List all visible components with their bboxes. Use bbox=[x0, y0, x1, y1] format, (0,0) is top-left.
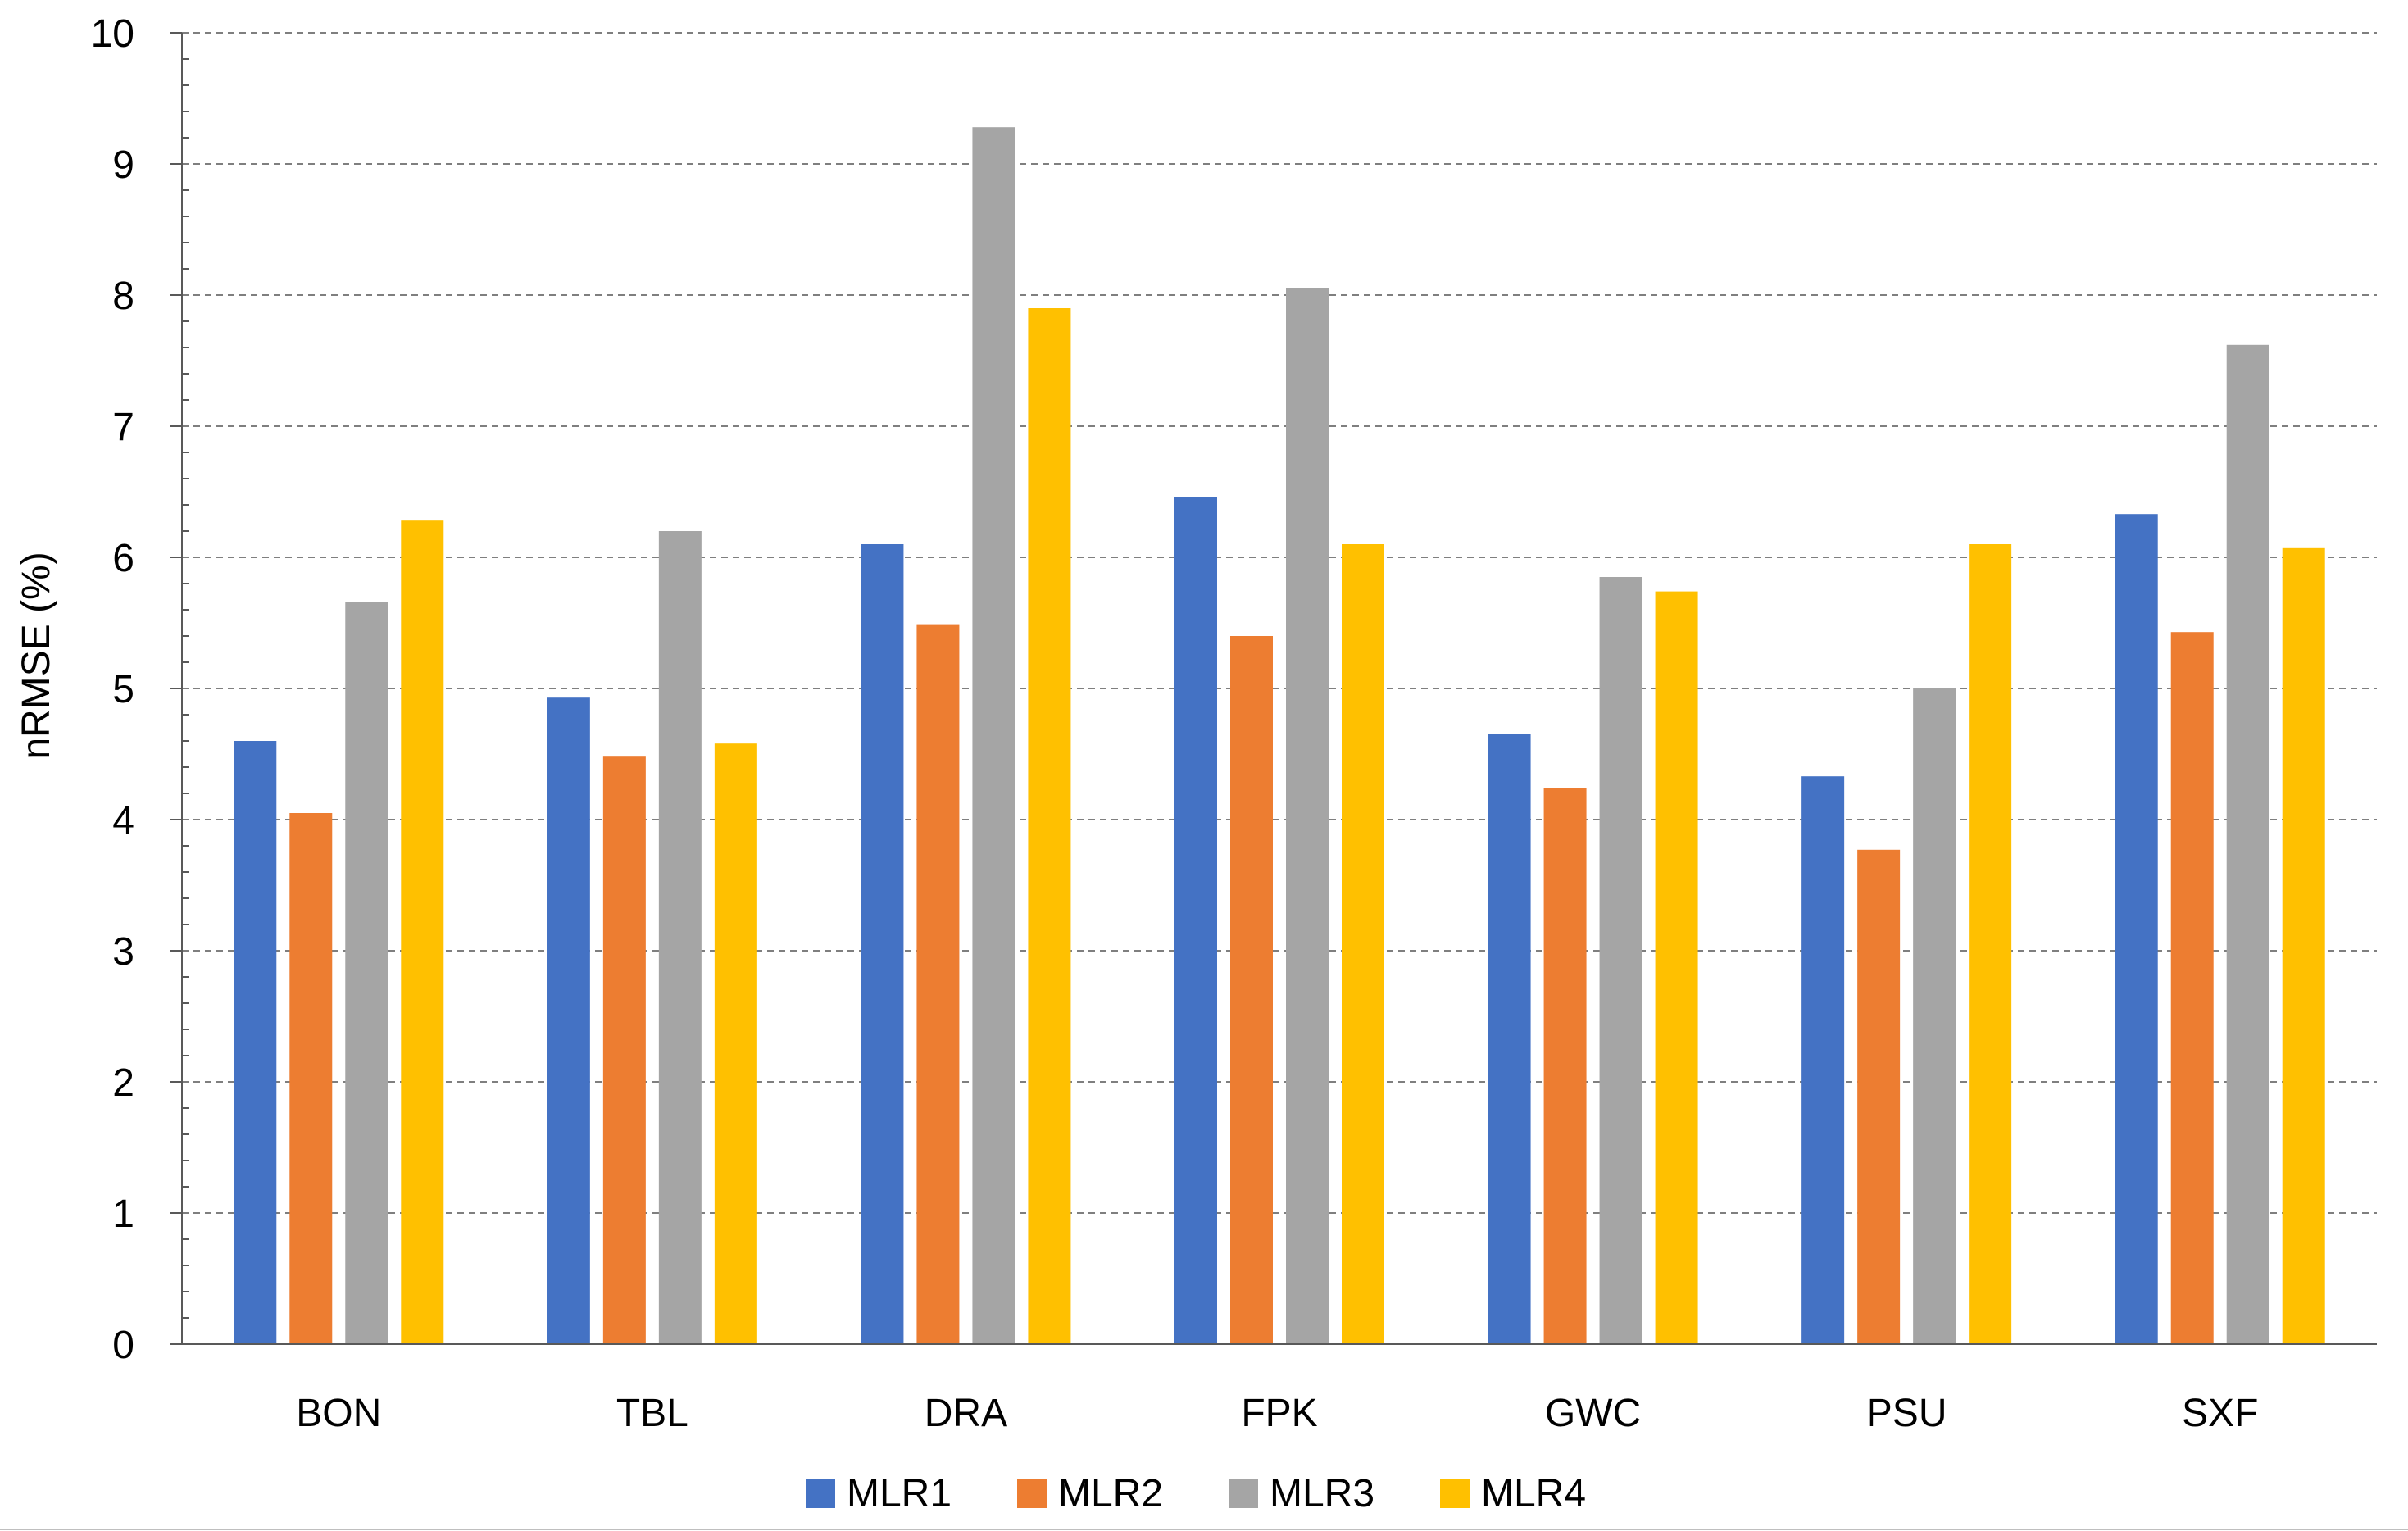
x-tick-label-SXF: SXF bbox=[2182, 1392, 2258, 1435]
bar-DRA-MLR1 bbox=[861, 544, 904, 1344]
y-tick-label-5: 5 bbox=[112, 668, 134, 711]
legend-label-MLR2: MLR2 bbox=[1058, 1472, 1163, 1515]
bar-BON-MLR2 bbox=[289, 813, 333, 1344]
bar-PSU-MLR2 bbox=[1857, 849, 1901, 1344]
y-tick-label-6: 6 bbox=[112, 537, 134, 580]
bar-PSU-MLR4 bbox=[1969, 544, 2012, 1344]
bar-FPK-MLR4 bbox=[1342, 544, 1384, 1344]
bar-TBL-MLR4 bbox=[714, 743, 757, 1344]
bar-DRA-MLR3 bbox=[972, 127, 1015, 1345]
bar-PSU-MLR1 bbox=[1801, 776, 1845, 1344]
bar-DRA-MLR2 bbox=[916, 624, 960, 1344]
y-tick-label-7: 7 bbox=[112, 406, 134, 449]
y-tick-label-9: 9 bbox=[112, 143, 134, 187]
y-axis-title: nRMSE (%) bbox=[15, 552, 58, 759]
bars bbox=[234, 127, 2325, 1345]
bar-SXF-MLR4 bbox=[2282, 547, 2325, 1344]
bar-TBL-MLR2 bbox=[602, 756, 646, 1344]
y-tick-label-3: 3 bbox=[112, 930, 134, 974]
bar-TBL-MLR1 bbox=[547, 697, 590, 1344]
bar-TBL-MLR3 bbox=[658, 531, 702, 1344]
y-tick-label-8: 8 bbox=[112, 275, 134, 318]
bar-GWC-MLR1 bbox=[1488, 734, 1531, 1344]
x-tick-label-DRA: DRA bbox=[925, 1392, 1007, 1435]
bar-SXF-MLR2 bbox=[2170, 632, 2214, 1344]
bar-BON-MLR3 bbox=[345, 602, 388, 1344]
y-tick-labels: 0 1 2 3 4 5 6 7 8 9 10 bbox=[91, 12, 134, 1367]
y-tick-label-10: 10 bbox=[91, 12, 134, 56]
legend-label-MLR1: MLR1 bbox=[847, 1472, 952, 1515]
bar-GWC-MLR4 bbox=[1655, 591, 1698, 1344]
y-tick-label-2: 2 bbox=[112, 1061, 134, 1105]
legend-swatch-MLR3 bbox=[1229, 1479, 1258, 1508]
legend-label-MLR3: MLR3 bbox=[1270, 1472, 1374, 1515]
bar-FPK-MLR1 bbox=[1174, 497, 1217, 1344]
x-tick-label-GWC: GWC bbox=[1545, 1392, 1641, 1435]
bar-GWC-MLR2 bbox=[1543, 788, 1587, 1344]
y-tick-label-1: 1 bbox=[112, 1193, 134, 1236]
bar-FPK-MLR3 bbox=[1286, 288, 1329, 1344]
x-tick-label-TBL: TBL bbox=[616, 1392, 688, 1435]
bar-PSU-MLR3 bbox=[1913, 688, 1956, 1344]
legend-swatch-MLR1 bbox=[806, 1479, 835, 1508]
x-tick-label-PSU: PSU bbox=[1866, 1392, 1947, 1435]
x-tick-labels: BON TBL DRA FPK GWC PSU SXF bbox=[296, 1392, 2258, 1435]
bar-SXF-MLR3 bbox=[2226, 344, 2269, 1344]
axes bbox=[170, 32, 2377, 1345]
bar-BON-MLR1 bbox=[234, 741, 277, 1344]
bar-GWC-MLR3 bbox=[1599, 577, 1642, 1344]
legend: MLR1 MLR2 MLR3 MLR4 bbox=[0, 1472, 2408, 1530]
bar-FPK-MLR2 bbox=[1230, 636, 1273, 1344]
y-tick-label-4: 4 bbox=[112, 799, 134, 843]
bar-SXF-MLR1 bbox=[2115, 514, 2158, 1344]
legend-swatch-MLR2 bbox=[1017, 1479, 1047, 1508]
y-tick-label-0: 0 bbox=[112, 1324, 134, 1367]
bar-DRA-MLR4 bbox=[1028, 308, 1071, 1344]
legend-label-MLR4: MLR4 bbox=[1481, 1472, 1586, 1515]
legend-swatch-MLR4 bbox=[1440, 1479, 1470, 1508]
x-tick-label-BON: BON bbox=[296, 1392, 381, 1435]
x-tick-label-FPK: FPK bbox=[1241, 1392, 1317, 1435]
gridlines bbox=[182, 32, 2377, 1214]
bar-BON-MLR4 bbox=[401, 520, 444, 1344]
